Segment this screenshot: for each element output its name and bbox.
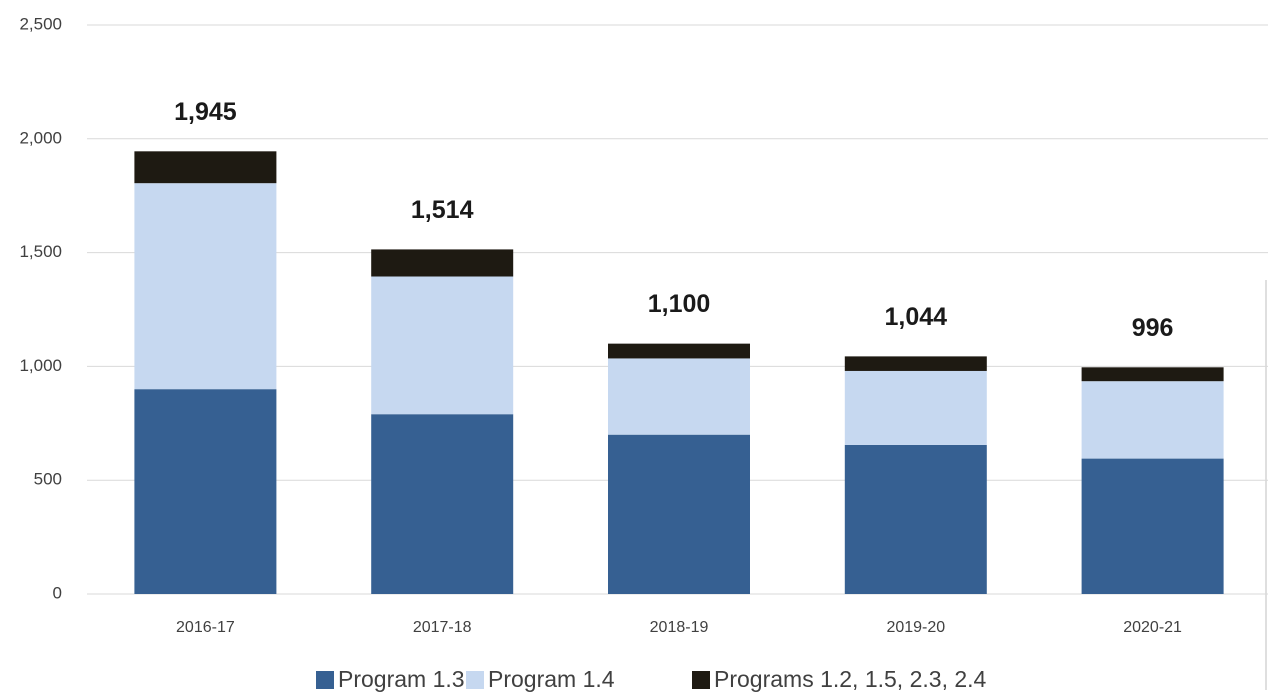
- bar-segment: [844, 356, 987, 371]
- legend-swatch: [316, 671, 334, 689]
- x-tick-label: 2019-20: [886, 619, 945, 636]
- y-tick-label: 1,000: [19, 356, 62, 375]
- x-tick-label: 2016-17: [176, 619, 235, 636]
- total-label: 1,514: [411, 196, 474, 224]
- legend-label: Program 1.4: [488, 666, 615, 692]
- bar-segment: [134, 151, 277, 184]
- legend-label: Programs 1.2, 1.5, 2.3, 2.4: [714, 666, 987, 692]
- y-tick-label: 1,500: [19, 242, 62, 261]
- legend-swatch: [692, 671, 710, 689]
- bar-segment: [844, 444, 987, 594]
- total-label: 1,044: [885, 303, 948, 331]
- legend-swatch: [466, 671, 484, 689]
- bar-segment: [1081, 458, 1224, 594]
- y-tick-label: 2,500: [19, 14, 62, 33]
- bar-segment: [1081, 367, 1224, 382]
- bar-segment: [134, 183, 277, 390]
- x-tick-label: 2020-21: [1123, 619, 1182, 636]
- x-tick-label: 2018-19: [650, 619, 709, 636]
- y-tick-label: 0: [53, 583, 62, 602]
- bar-segment: [1081, 381, 1224, 459]
- total-label: 1,100: [648, 290, 711, 318]
- bar-segment: [371, 276, 514, 415]
- y-tick-label: 500: [34, 470, 62, 489]
- bar-segment: [134, 389, 277, 594]
- bar-segment: [608, 434, 750, 594]
- bar-segment: [371, 414, 514, 594]
- x-tick-label: 2017-18: [413, 619, 472, 636]
- bar-segment: [608, 343, 750, 359]
- legend-label: Program 1.3: [338, 666, 465, 692]
- bar-segment: [371, 249, 514, 277]
- bar-segment: [844, 370, 987, 445]
- total-label: 996: [1132, 314, 1174, 342]
- bar-segment: [608, 358, 750, 435]
- total-label: 1,945: [174, 98, 237, 126]
- y-tick-label: 2,000: [19, 128, 62, 147]
